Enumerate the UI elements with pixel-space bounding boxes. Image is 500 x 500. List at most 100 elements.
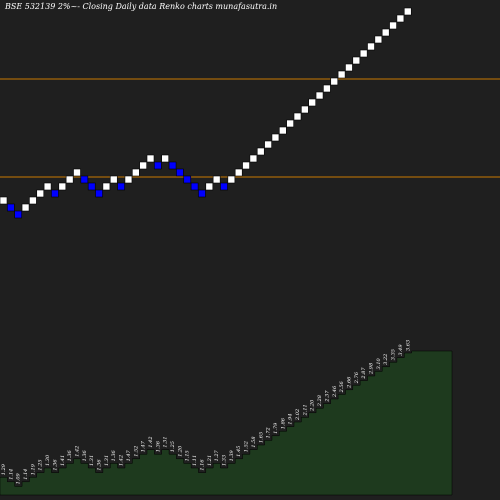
price-label: 3.22 bbox=[383, 354, 389, 365]
price-label: 1.25 bbox=[38, 459, 44, 470]
renko-brick-37 bbox=[271, 133, 280, 142]
price-label: 1.36 bbox=[52, 459, 58, 471]
price-label: 1.21 bbox=[207, 455, 213, 466]
renko-brick-6 bbox=[43, 182, 52, 191]
renko-brick-54 bbox=[396, 14, 405, 23]
price-label: 1.42 bbox=[119, 455, 125, 466]
price-label: 1.27 bbox=[214, 449, 220, 461]
renko-brick-17 bbox=[124, 175, 133, 184]
renko-brick-44 bbox=[323, 84, 331, 93]
renko-brick-16 bbox=[117, 182, 125, 191]
renko-brick-46 bbox=[337, 70, 346, 79]
price-label: 1.42 bbox=[75, 446, 81, 457]
renko-brick-36 bbox=[264, 140, 272, 149]
renko-brick-25 bbox=[183, 175, 192, 184]
price-label: 1.36 bbox=[67, 449, 73, 461]
price-label: 1.31 bbox=[89, 455, 95, 466]
renko-brick-9 bbox=[65, 175, 74, 184]
chart-title: BSE 532139 2%~- Closing Daily data Renko… bbox=[5, 2, 278, 11]
price-label: 1.16 bbox=[199, 459, 205, 471]
price-label: 1.36 bbox=[111, 449, 117, 461]
bricks bbox=[0, 7, 412, 219]
price-label: 1.36 bbox=[97, 459, 103, 471]
price-label: 2.87 bbox=[361, 367, 367, 380]
price-label: 2.66 bbox=[346, 376, 352, 389]
price-label: 1.20 bbox=[177, 445, 183, 457]
renko-brick-32 bbox=[234, 168, 243, 177]
renko-brick-12 bbox=[87, 182, 96, 191]
renko-brick-38 bbox=[278, 126, 287, 135]
price-label: 2.37 bbox=[324, 390, 330, 403]
renko-brick-49 bbox=[359, 49, 368, 58]
renko-brick-55 bbox=[403, 7, 412, 16]
renko-brick-10 bbox=[73, 168, 81, 177]
price-label: 1.15 bbox=[185, 450, 191, 461]
renko-brick-29 bbox=[212, 175, 221, 184]
price-label: 1.33 bbox=[222, 455, 228, 466]
renko-brick-43 bbox=[315, 91, 324, 100]
renko-brick-8 bbox=[58, 182, 67, 191]
level-lines bbox=[0, 78, 500, 178]
renko-brick-48 bbox=[352, 56, 361, 65]
price-label: 3.35 bbox=[391, 349, 397, 360]
price-label: 1.36 bbox=[155, 440, 161, 452]
renko-brick-30 bbox=[220, 182, 228, 191]
renko-brick-18 bbox=[132, 168, 140, 177]
price-label: 1.86 bbox=[280, 417, 286, 429]
renko-brick-1 bbox=[7, 203, 15, 212]
price-label: 1.14 bbox=[8, 469, 14, 480]
renko-brick-53 bbox=[389, 21, 397, 30]
renko-brick-40 bbox=[293, 112, 302, 121]
price-label: 2.02 bbox=[295, 409, 301, 421]
price-label: 1.29 bbox=[1, 463, 7, 475]
renko-brick-7 bbox=[51, 189, 59, 198]
price-label: 1.42 bbox=[148, 436, 154, 447]
price-label: 2.76 bbox=[354, 371, 360, 384]
price-label: 1.14 bbox=[23, 469, 29, 480]
renko-brick-35 bbox=[256, 147, 265, 156]
renko-brick-11 bbox=[80, 175, 89, 184]
price-label: 1.30 bbox=[45, 454, 51, 466]
price-label: 2.46 bbox=[332, 385, 338, 398]
price-label: 1.36 bbox=[82, 449, 88, 461]
price-label: 1.65 bbox=[258, 432, 264, 443]
price-label: 2.11 bbox=[302, 404, 308, 416]
volume-area bbox=[0, 350, 453, 496]
renko-brick-33 bbox=[242, 161, 250, 170]
price-label: 1.41 bbox=[60, 455, 66, 466]
renko-brick-34 bbox=[249, 154, 258, 163]
price-label: 1.31 bbox=[163, 436, 169, 447]
renko-brick-0 bbox=[0, 196, 8, 205]
renko-brick-21 bbox=[154, 161, 162, 170]
renko-brick-45 bbox=[330, 77, 339, 86]
price-label: 1.52 bbox=[133, 446, 139, 457]
price-label: 1.39 bbox=[229, 449, 235, 461]
price-label: 1.72 bbox=[266, 427, 272, 438]
renko-brick-47 bbox=[345, 63, 353, 72]
renko-brick-26 bbox=[190, 182, 199, 191]
renko-brick-24 bbox=[176, 168, 184, 177]
renko-brick-2 bbox=[14, 210, 22, 219]
price-label: 2.20 bbox=[310, 399, 316, 412]
renko-brick-20 bbox=[146, 154, 155, 163]
renko-brick-41 bbox=[301, 105, 309, 114]
renko-brick-31 bbox=[227, 175, 236, 184]
price-label: 1.58 bbox=[251, 436, 257, 447]
price-label: 1.09 bbox=[16, 472, 22, 484]
renko-brick-3 bbox=[21, 203, 30, 212]
renko-brick-27 bbox=[198, 189, 206, 198]
price-label: 2.56 bbox=[339, 380, 345, 393]
renko-brick-23 bbox=[168, 161, 177, 170]
renko-brick-28 bbox=[205, 182, 214, 191]
price-label: 2.98 bbox=[369, 363, 375, 375]
renko-brick-13 bbox=[95, 189, 103, 198]
price-label: 1.94 bbox=[288, 413, 294, 424]
renko-brick-52 bbox=[381, 28, 390, 37]
renko-brick-14 bbox=[102, 182, 111, 191]
price-label: 1.25 bbox=[170, 441, 176, 452]
price-label: 1.31 bbox=[104, 455, 110, 466]
price-label: 3.63 bbox=[405, 340, 411, 351]
price-label: 1.47 bbox=[141, 440, 147, 452]
